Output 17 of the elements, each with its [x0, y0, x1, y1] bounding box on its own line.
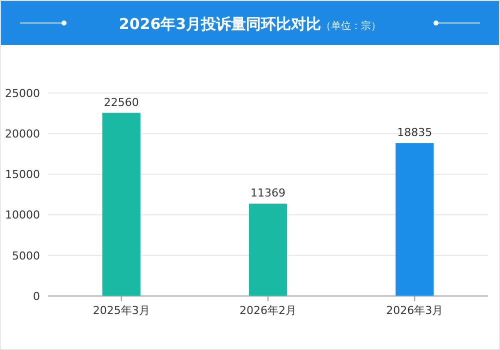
x-tick-label: 2026年2月: [240, 304, 296, 317]
y-tick-label: 25000: [5, 86, 40, 100]
chart-subtitle: （单位：宗）: [321, 20, 382, 32]
x-tick-label: 2026年3月: [386, 304, 444, 317]
bar: [248, 204, 288, 296]
y-tick-label: 15000: [5, 168, 40, 182]
x-tick-label: 2025年3月: [92, 304, 150, 317]
data-label: 22560: [104, 96, 139, 109]
bar: [102, 112, 140, 296]
data-label: 11369: [250, 186, 286, 200]
bar: [396, 143, 434, 296]
y-tick-label: 5000: [12, 249, 40, 262]
y-tick-label: 20000: [5, 127, 40, 140]
data-label: 18835: [397, 126, 432, 140]
chart-title: 2026年3月投诉量同环比对比: [118, 15, 322, 33]
y-tick-label: 10000: [5, 208, 40, 222]
y-tick-label: 0: [33, 290, 40, 303]
